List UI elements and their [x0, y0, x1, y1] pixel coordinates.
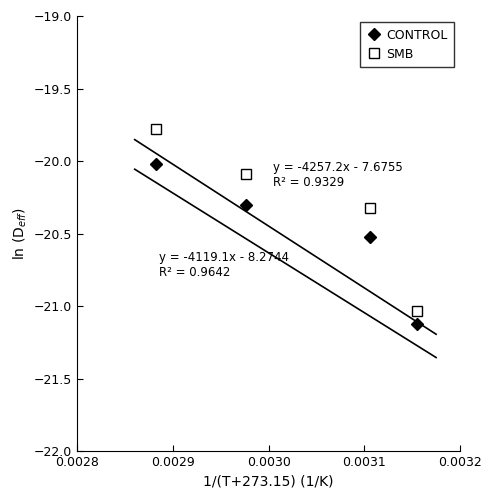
CONTROL — [243, 202, 248, 208]
SMB — [367, 204, 373, 210]
X-axis label: 1/(T+273.15) (1/K): 1/(T+273.15) (1/K) — [204, 475, 334, 489]
Legend: CONTROL, SMB: CONTROL, SMB — [360, 22, 454, 67]
CONTROL — [367, 234, 373, 239]
Text: y = -4119.1x - 8.2744
R² = 0.9642: y = -4119.1x - 8.2744 R² = 0.9642 — [159, 251, 288, 279]
SMB — [414, 308, 420, 314]
Line: CONTROL: CONTROL — [151, 160, 421, 328]
SMB — [153, 126, 159, 132]
CONTROL — [153, 161, 159, 167]
CONTROL — [414, 321, 420, 327]
SMB — [243, 172, 248, 177]
Text: y = -4257.2x - 7.6755
R² = 0.9329: y = -4257.2x - 7.6755 R² = 0.9329 — [274, 161, 403, 189]
Line: SMB: SMB — [151, 124, 422, 316]
Y-axis label: ln (D$_{eff}$): ln (D$_{eff}$) — [11, 208, 29, 260]
